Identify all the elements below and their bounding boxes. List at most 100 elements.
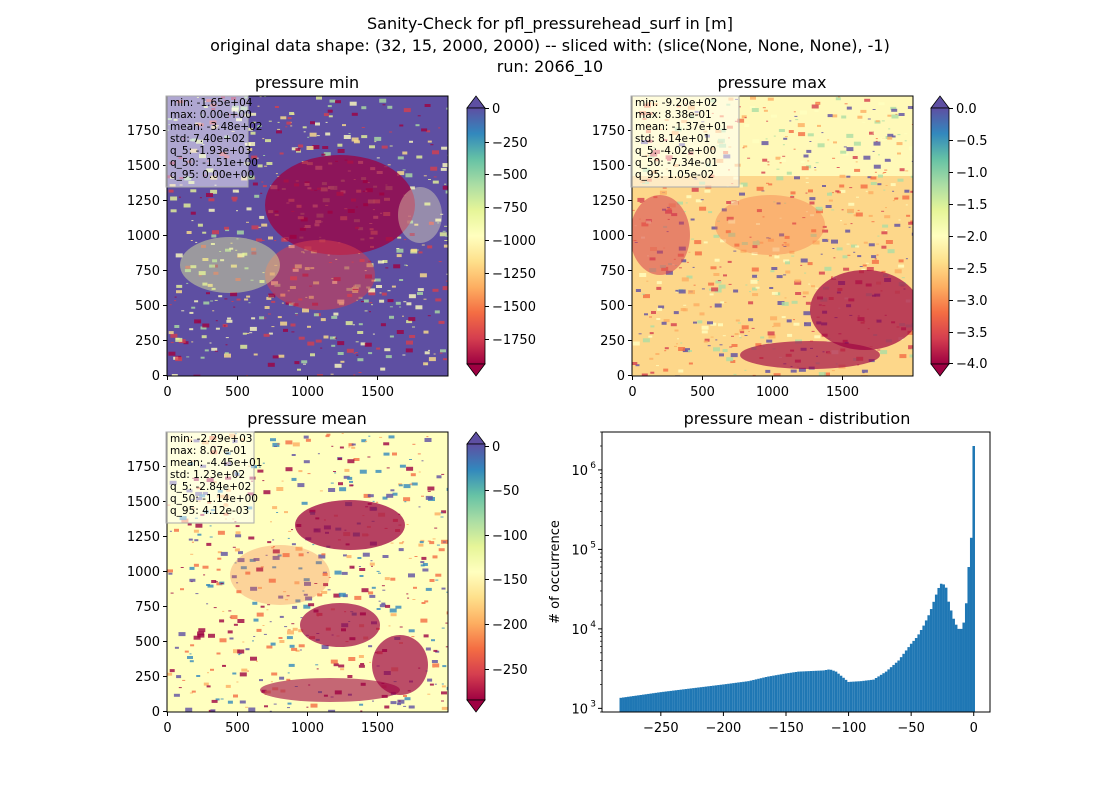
heatmap-cell xyxy=(364,310,368,312)
y-tick-label: 250 xyxy=(600,334,625,349)
heatmap-cell xyxy=(441,685,446,688)
heatmap-cell xyxy=(827,239,830,241)
heatmap-cell xyxy=(387,105,393,109)
histogram-bar xyxy=(827,669,830,712)
heatmap-cell xyxy=(261,181,264,183)
heatmap-cell xyxy=(868,243,875,247)
heatmap-cell xyxy=(395,301,401,305)
heatmap-cell xyxy=(200,326,207,330)
heatmap-cell xyxy=(193,563,199,567)
heatmap-cell xyxy=(262,272,265,274)
heatmap-cell xyxy=(657,307,663,311)
stat-q50: q_50: -1.51e+00 xyxy=(170,157,258,169)
heatmap-cell xyxy=(396,254,402,258)
heatmap-cell xyxy=(740,331,745,334)
heatmap-cell xyxy=(911,348,913,350)
histogram-bar xyxy=(859,681,863,712)
heatmap-cell xyxy=(357,557,362,559)
stat-max: max: 8.07e-01 xyxy=(170,445,247,457)
heatmap-cell xyxy=(412,443,416,445)
heatmap-cell xyxy=(776,202,781,205)
x-tick-label: 0 xyxy=(163,385,171,400)
heatmap-cell xyxy=(252,601,258,605)
heatmap-cell xyxy=(399,124,404,127)
heatmap-cell xyxy=(887,249,895,254)
heatmap-cell xyxy=(276,130,282,134)
heatmap-cell xyxy=(709,306,712,308)
histogram-bar xyxy=(949,610,953,712)
heatmap-cell xyxy=(441,146,448,150)
heatmap-cell xyxy=(681,277,689,282)
y-tick-label: 1750 xyxy=(127,124,160,139)
heatmap-cell xyxy=(792,222,797,225)
histogram-bar xyxy=(769,676,773,712)
heatmap-cell xyxy=(678,289,686,294)
heatmap-cell xyxy=(839,184,845,188)
heatmap-cell xyxy=(399,464,406,468)
heatmap-cell xyxy=(238,653,242,655)
heatmap-cell xyxy=(170,209,177,213)
heatmap-cell xyxy=(406,302,412,306)
heatmap-cell xyxy=(402,151,408,155)
heatmap-cell xyxy=(370,560,373,562)
heatmap-cell xyxy=(189,660,194,663)
heatmap-cell xyxy=(206,685,211,688)
heatmap-cell xyxy=(748,301,754,305)
heatmap-cell xyxy=(827,192,832,196)
heatmap-cell xyxy=(287,117,292,120)
heatmap-cell xyxy=(699,206,707,211)
heatmap-cell xyxy=(217,530,225,535)
histogram-bar xyxy=(842,677,845,712)
heatmap-cell xyxy=(210,300,214,302)
heatmap-cell xyxy=(403,484,411,489)
heatmap-cell xyxy=(250,586,258,591)
heatmap-cell xyxy=(767,238,774,242)
heatmap-cell xyxy=(262,185,267,188)
heatmap-cell xyxy=(307,473,311,475)
heatmap-cell xyxy=(793,319,795,321)
heatmap-cell xyxy=(423,330,429,334)
heatmap-cell xyxy=(381,292,387,296)
heatmap-cell xyxy=(770,114,777,118)
colorbar-over-arrow xyxy=(466,431,486,445)
heatmap-cell xyxy=(421,602,426,604)
heatmap-cell xyxy=(432,288,439,292)
stat-q50: q_50: -7.34e-01 xyxy=(635,157,718,169)
histogram-bar xyxy=(919,629,923,712)
heatmap-cell xyxy=(406,466,414,471)
heatmap-cell xyxy=(733,373,737,375)
heatmap-cell xyxy=(207,584,214,588)
histogram-bar xyxy=(699,687,703,712)
heatmap-cell xyxy=(330,659,338,664)
heatmap-cell xyxy=(227,317,232,320)
heatmap-cell xyxy=(408,317,416,322)
heatmap-cell xyxy=(331,344,336,347)
heatmap-cell xyxy=(892,190,895,192)
heatmap-cell xyxy=(431,660,438,663)
heatmap-cell xyxy=(268,293,276,298)
heatmap-cell xyxy=(393,264,401,269)
histogram-bar xyxy=(754,679,758,712)
heatmap-cell xyxy=(283,591,287,593)
colorbar-tick-label: −1250 xyxy=(492,267,536,282)
heatmap-cell xyxy=(911,124,913,125)
heatmap-cell xyxy=(752,139,760,144)
heatmap-cell xyxy=(334,570,342,575)
heatmap-cell xyxy=(348,446,351,448)
heatmap-cell xyxy=(386,493,394,498)
heatmap-cell xyxy=(719,344,723,346)
heatmap-cell xyxy=(423,298,427,300)
heatmap-cell xyxy=(841,115,847,119)
heatmap-cell xyxy=(768,334,776,339)
heatmap-cell xyxy=(663,368,669,372)
heatmap-cell xyxy=(315,561,322,565)
heatmap-cell xyxy=(820,253,823,255)
heatmap-cell xyxy=(347,476,353,480)
heatmap-cell xyxy=(385,604,391,608)
heatmap-cell xyxy=(862,121,866,123)
heatmap-cell xyxy=(292,442,300,447)
heatmap-cell xyxy=(333,471,336,472)
heatmap-cell xyxy=(345,321,353,326)
heatmap-cell xyxy=(882,172,885,174)
heatmap-cell xyxy=(259,96,262,98)
